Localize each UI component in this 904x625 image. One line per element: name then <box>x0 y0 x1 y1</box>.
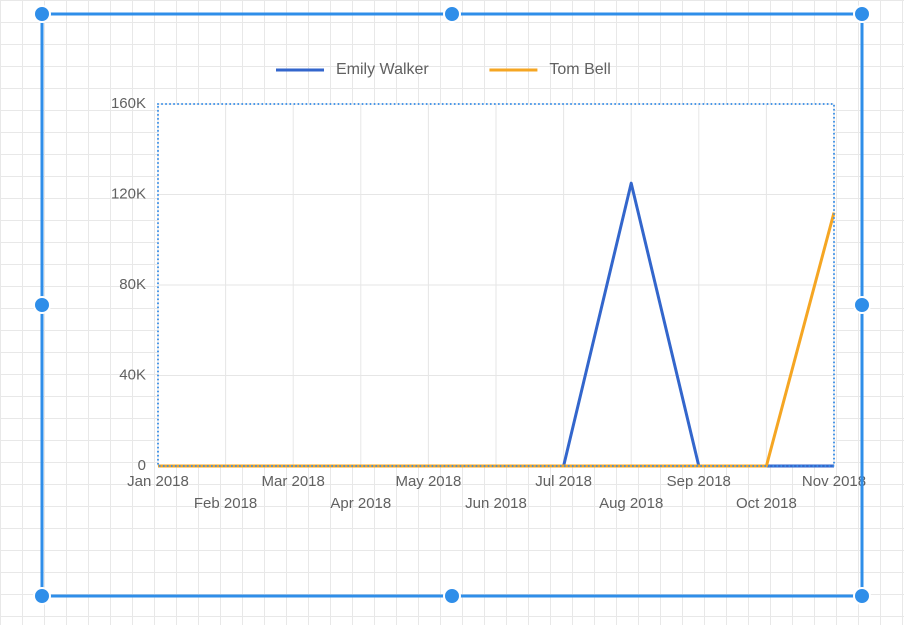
x-axis-tick-label: Jan 2018 <box>127 473 189 490</box>
chart-svg: 040K80K120K160KJan 2018Mar 2018May 2018J… <box>0 0 904 625</box>
y-axis-tick-label: 40K <box>119 366 146 383</box>
resize-handle-n[interactable] <box>444 6 460 22</box>
x-axis-tick-label: Nov 2018 <box>802 473 866 490</box>
y-axis-tick-label: 120K <box>111 185 146 202</box>
resize-handle-e[interactable] <box>854 297 870 313</box>
resize-handle-nw[interactable] <box>34 6 50 22</box>
x-axis-tick-label: Mar 2018 <box>262 473 325 490</box>
x-axis-tick-label: Apr 2018 <box>330 495 391 512</box>
resize-handle-ne[interactable] <box>854 6 870 22</box>
x-axis-tick-label: Aug 2018 <box>599 495 663 512</box>
x-axis-tick-label: Sep 2018 <box>667 473 731 490</box>
x-axis-tick-label: Feb 2018 <box>194 495 257 512</box>
resize-handle-s[interactable] <box>444 588 460 604</box>
resize-handle-sw[interactable] <box>34 588 50 604</box>
resize-handle-w[interactable] <box>34 297 50 313</box>
x-axis-tick-label: Oct 2018 <box>736 495 797 512</box>
resize-handle-se[interactable] <box>854 588 870 604</box>
legend-label: Emily Walker <box>336 61 429 78</box>
x-axis-tick-label: May 2018 <box>395 473 461 490</box>
y-axis-tick-label: 160K <box>111 95 146 112</box>
x-axis-tick-label: Jun 2018 <box>465 495 527 512</box>
legend-label: Tom Bell <box>549 61 610 78</box>
x-axis-tick-label: Jul 2018 <box>535 473 592 490</box>
chart-stage: 040K80K120K160KJan 2018Mar 2018May 2018J… <box>0 0 904 625</box>
y-axis-tick-label: 80K <box>119 276 146 293</box>
y-axis-tick-label: 0 <box>138 457 146 474</box>
